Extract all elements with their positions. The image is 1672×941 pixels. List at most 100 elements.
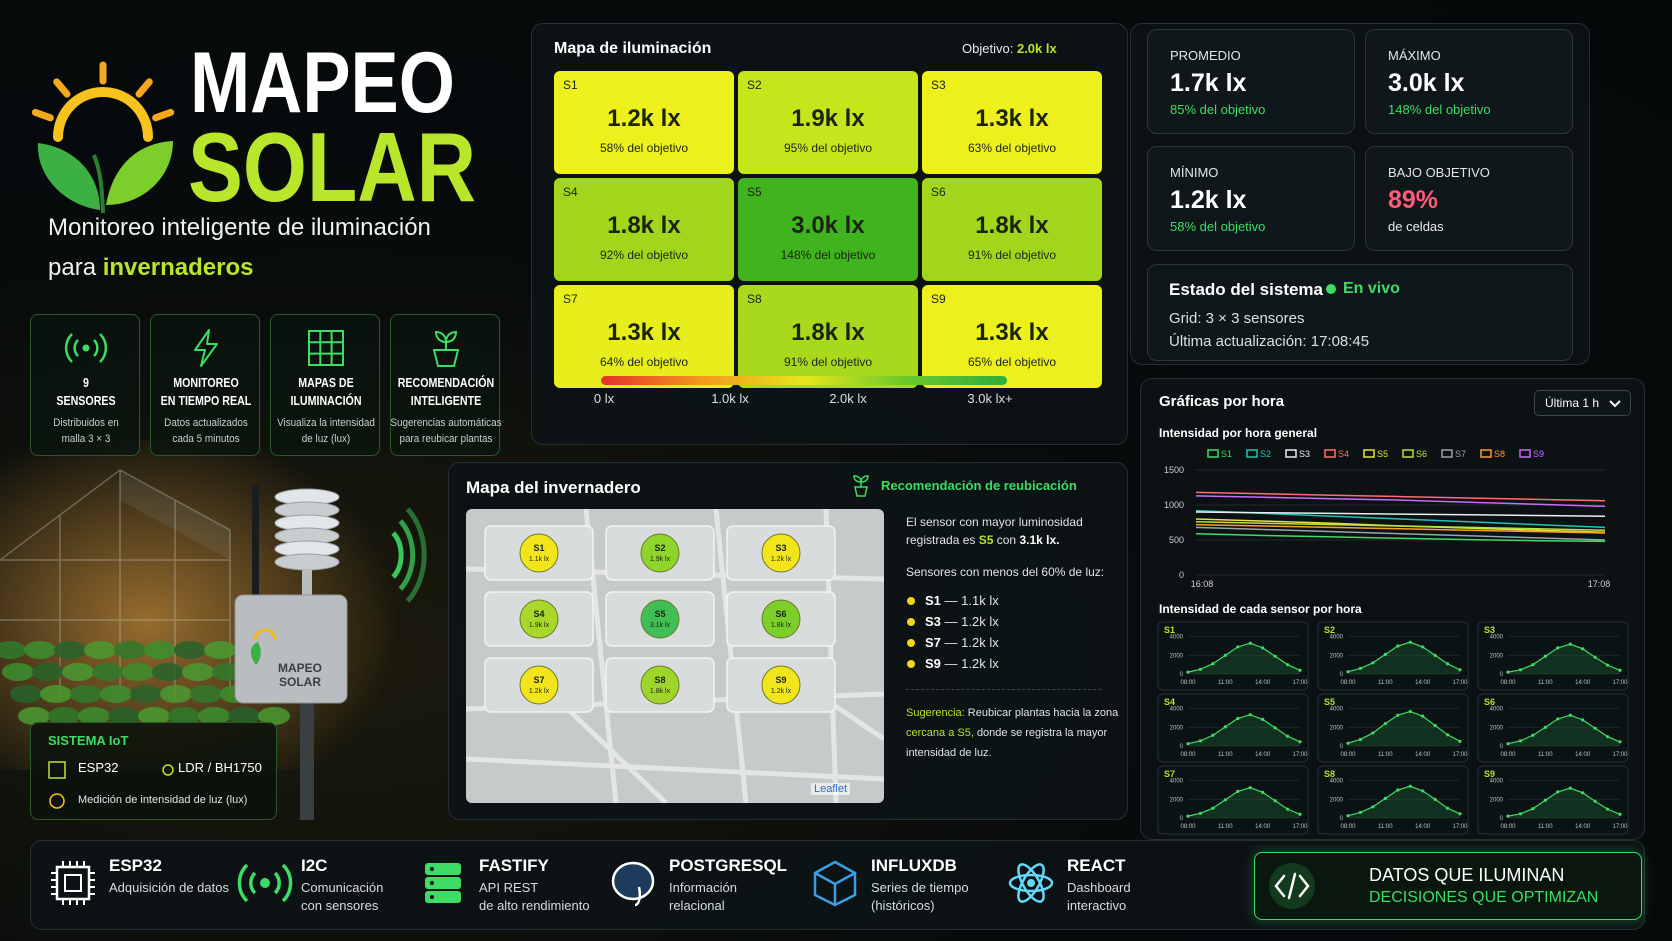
icon-bolt xyxy=(194,329,218,367)
cell-id: S2 xyxy=(747,78,762,92)
sensor-value: 3.1k lx xyxy=(650,622,671,629)
text-span: invernaderos xyxy=(102,254,254,281)
device-logo-sun xyxy=(253,628,277,641)
cell-id: S5 xyxy=(747,185,762,199)
sensor-id: S8 xyxy=(654,675,665,685)
sensor-marker xyxy=(761,599,801,639)
cell-percent: 95% del objetivo xyxy=(783,141,873,155)
brand-subtitle: Monitoreo inteligente de iluminación xyxy=(48,214,431,241)
tech-description: Dashboard xyxy=(1067,880,1131,895)
feature-description: para reubicar plantas xyxy=(399,433,493,445)
banner: DATOS QUE ILUMINAN DECISIONES QUE OPTIMIZ… xyxy=(1254,852,1642,920)
led xyxy=(430,895,434,899)
cell-value: 1.8k lx xyxy=(975,212,1049,239)
text-span: 2.0k lx xyxy=(1016,41,1057,56)
tech-description: relacional xyxy=(669,898,725,913)
sensor-id: S1 xyxy=(533,543,544,553)
dot xyxy=(260,878,270,888)
divider xyxy=(906,689,1101,690)
device-label: MAPEO xyxy=(278,661,322,675)
signal-arc xyxy=(398,519,416,591)
plant xyxy=(24,641,56,659)
stat-note: 85% del objetivo xyxy=(1170,102,1266,117)
code-shape xyxy=(1274,872,1310,900)
map: S1 1.1k lx S2 1.9k lx S3 1.2k lx S4 1.9k lx S5 3.… xyxy=(466,509,884,803)
orbit xyxy=(1017,863,1045,903)
stat-note: 148% del objetivo xyxy=(1388,102,1491,117)
iot-box: SISTEMA IoT ESP32 LDR / BH1750 Medición de … xyxy=(30,722,277,820)
cell-value: 1.3k lx xyxy=(975,319,1049,346)
trunk xyxy=(634,886,642,907)
plant xyxy=(182,663,214,681)
plant xyxy=(152,663,184,681)
iot-item: Medición de intensidad de luz (lux) xyxy=(78,794,248,806)
status-grid: Grid: 3 × 3 sensores xyxy=(1169,310,1305,327)
feature-title: EN TIEMPO REAL xyxy=(160,393,252,408)
plant xyxy=(228,707,260,725)
feature-title: MONITOREO xyxy=(173,375,239,390)
signal-arc xyxy=(391,531,404,579)
plant xyxy=(160,685,192,703)
stat-label: BAJO OBJETIVO xyxy=(1388,165,1490,180)
plant xyxy=(92,663,124,681)
plant xyxy=(18,707,50,725)
text-line: cercana a S5, donde se registra la mayor xyxy=(906,727,1107,739)
suggestion-text: intensidad de luz. xyxy=(906,747,992,759)
heatmap-cell: S7 1.3k lx 64% del objetivo xyxy=(554,285,734,388)
feature-title: 9 xyxy=(83,375,89,390)
orbit xyxy=(1008,873,1054,893)
low-title: Sensores con menos del 60% de luz: xyxy=(906,565,1105,579)
text-span: — 1.2k lx xyxy=(944,614,999,629)
brand-title: SOLAR xyxy=(188,112,477,222)
iot-icons xyxy=(48,761,174,809)
text-line: S9 — 1.2k lx xyxy=(925,656,999,671)
icon-arc xyxy=(99,333,108,363)
greenhouse-panel: Mapa del invernadero S1 1.1k lx S2 1.9k lx S3… xyxy=(448,462,1128,820)
range-label: Última 1 h xyxy=(1545,396,1600,410)
sensor-id: S9 xyxy=(775,675,786,685)
nucleus xyxy=(1027,879,1035,887)
tech-description: con sensores xyxy=(301,898,379,913)
heatmap-cell: S8 1.8k lx 91% del objetivo xyxy=(738,285,918,388)
signal-arc xyxy=(405,507,427,603)
plant xyxy=(130,685,162,703)
map-attribution: Leaflet xyxy=(811,783,851,795)
plant xyxy=(78,707,110,725)
color-scale xyxy=(601,376,1007,385)
feature-title: SENSORES xyxy=(56,393,116,408)
tech-icon xyxy=(813,860,857,907)
heatmap-panel: Mapa de iluminación Objetivo: 2.0k lx S1 1.… xyxy=(531,23,1128,445)
plant xyxy=(138,707,170,725)
greenhouse-frame xyxy=(0,469,231,700)
feature-description: malla 3 × 3 xyxy=(61,433,111,445)
tech-icon xyxy=(1008,863,1054,903)
icon-sprout xyxy=(853,475,869,497)
cell-percent: 91% del objetivo xyxy=(967,248,1057,262)
tech-description: (históricos) xyxy=(871,898,935,913)
stat-value: 1.2k lx xyxy=(1170,186,1247,214)
text-span: registrada es xyxy=(906,533,976,547)
status-updated: Última actualización: 17:08:45 xyxy=(1169,333,1370,350)
plant xyxy=(204,641,236,659)
arc xyxy=(249,871,257,895)
recommendation-title: Recomendación de reubicación xyxy=(881,478,1077,493)
stats-panel: PROMEDIO 1.7k lx 85% del objetivo MÁXIMO 3.0… xyxy=(1130,23,1590,365)
stat-label: PROMEDIO xyxy=(1170,48,1241,63)
cell-percent: 63% del objetivo xyxy=(967,141,1057,155)
icon-arc xyxy=(73,339,79,357)
led xyxy=(430,881,434,885)
icon-grid xyxy=(308,330,344,366)
low-dot xyxy=(907,639,915,647)
feature-title: MAPAS DE xyxy=(298,375,354,390)
cell-value: 1.8k lx xyxy=(791,319,865,346)
range-dropdown[interactable]: Última 1 h xyxy=(1534,390,1631,416)
text-span: 3.1k lx. xyxy=(1019,533,1060,547)
feature-description: Sugerencias automáticas xyxy=(390,417,502,429)
sensor-value: 1.9k lx xyxy=(650,556,671,563)
icon-dot xyxy=(82,344,90,352)
server xyxy=(425,891,461,903)
iot-item: ESP32 xyxy=(78,760,119,775)
sensor-value: 1.1k lx xyxy=(529,556,550,563)
sensor-value: 1.2k lx xyxy=(771,688,792,695)
